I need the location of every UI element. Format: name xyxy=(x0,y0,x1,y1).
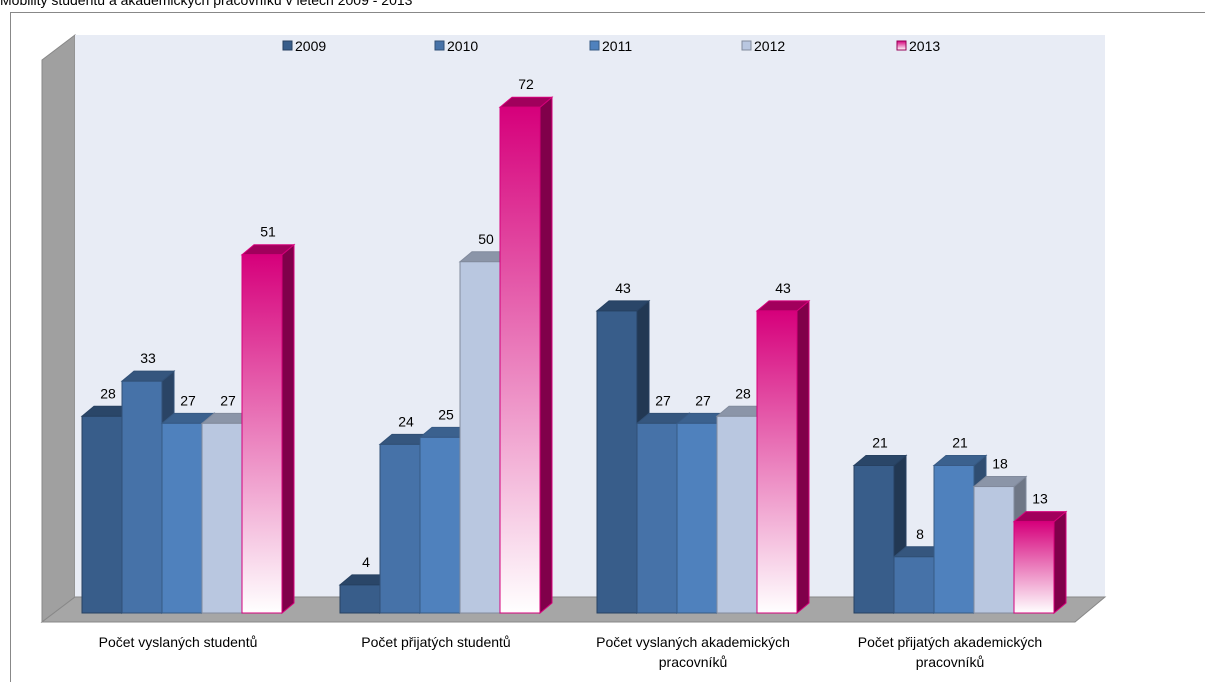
bar-side xyxy=(539,96,553,615)
bar-front xyxy=(121,380,163,614)
data-label: 25 xyxy=(438,406,454,422)
legend-swatch xyxy=(741,40,752,51)
bar-front xyxy=(241,254,283,614)
bar-front xyxy=(1013,521,1055,614)
bar xyxy=(498,96,554,615)
x-tick-label: Počet přijatých akademických pracovníků xyxy=(857,634,1043,670)
data-label: 50 xyxy=(478,231,494,247)
bar-front xyxy=(636,422,678,614)
data-label: 28 xyxy=(100,385,116,401)
data-label: 24 xyxy=(398,413,414,429)
data-label: 33 xyxy=(140,350,156,366)
bar-front xyxy=(161,422,203,614)
bar-front xyxy=(933,464,975,614)
bar-front xyxy=(459,261,501,614)
bar-front xyxy=(81,415,123,614)
bar xyxy=(755,299,811,615)
legend-swatch xyxy=(434,40,445,51)
data-label: 4 xyxy=(362,554,370,570)
bar-front xyxy=(853,464,895,614)
x-tick-label: Počet přijatých studentů xyxy=(361,634,511,650)
data-label: 21 xyxy=(872,434,888,450)
data-label: 13 xyxy=(1032,491,1048,507)
legend-swatch xyxy=(282,40,293,51)
bar-front xyxy=(201,422,243,614)
bar-front xyxy=(379,443,421,614)
side-wall xyxy=(41,33,76,624)
bar-side xyxy=(796,299,810,615)
bar-front xyxy=(339,584,381,614)
data-label: 43 xyxy=(775,280,791,296)
data-label: 27 xyxy=(695,392,711,408)
bar-side xyxy=(281,243,295,615)
legend-label: 2013 xyxy=(909,38,940,54)
data-label: 21 xyxy=(952,434,968,450)
bar-front xyxy=(499,106,541,614)
bar-front xyxy=(596,310,638,614)
bar xyxy=(240,243,296,615)
chart-title: Mobility studentů a akademických pracovn… xyxy=(0,0,413,8)
data-label: 43 xyxy=(615,280,631,296)
data-label: 72 xyxy=(518,76,534,92)
bar-front xyxy=(973,486,1015,614)
data-label: 8 xyxy=(916,526,924,542)
data-label: 27 xyxy=(220,392,236,408)
bar-front xyxy=(756,310,798,614)
x-tick-label: Počet vyslaných akademických pracovníků xyxy=(596,634,790,670)
data-label: 51 xyxy=(260,224,276,240)
chart-border xyxy=(10,12,1205,682)
x-tick-label: Počet vyslaných studentů xyxy=(98,634,258,650)
bar-front xyxy=(419,436,461,614)
legend-label: 2009 xyxy=(295,38,326,54)
legend-swatch xyxy=(896,40,907,51)
bar-front xyxy=(893,556,935,614)
legend-label: 2011 xyxy=(602,38,632,54)
data-label: 27 xyxy=(180,392,196,408)
bar-side xyxy=(1053,510,1067,615)
legend-swatch xyxy=(589,40,600,51)
legend-label: 2012 xyxy=(754,38,785,54)
floor xyxy=(40,596,1107,623)
legend-label: 2010 xyxy=(447,38,478,54)
data-label: 18 xyxy=(992,456,1008,472)
data-label: 28 xyxy=(735,385,751,401)
bar-front xyxy=(716,415,758,614)
bar xyxy=(1012,510,1068,615)
data-label: 27 xyxy=(655,392,671,408)
bar-front xyxy=(676,422,718,614)
